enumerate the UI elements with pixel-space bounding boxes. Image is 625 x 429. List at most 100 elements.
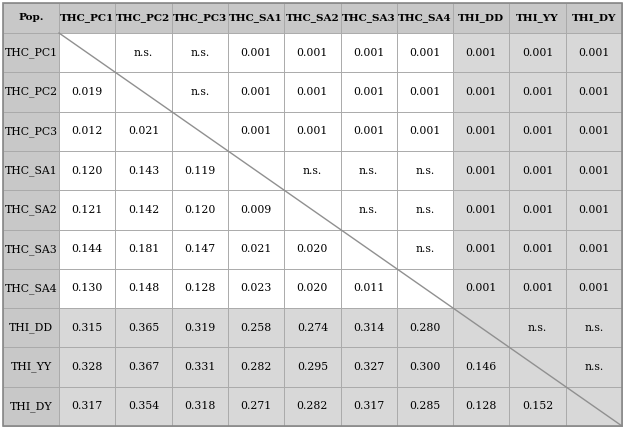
- Bar: [397, 230, 453, 269]
- Bar: [453, 269, 509, 308]
- Bar: [115, 112, 172, 151]
- Bar: [284, 308, 341, 347]
- Text: 0.001: 0.001: [466, 126, 497, 136]
- Text: 0.315: 0.315: [71, 323, 102, 333]
- Text: 0.282: 0.282: [241, 362, 272, 372]
- Text: n.s.: n.s.: [584, 362, 604, 372]
- Text: 0.001: 0.001: [353, 48, 384, 57]
- Text: THI_YY: THI_YY: [11, 362, 51, 372]
- Bar: [566, 230, 622, 269]
- Text: 0.020: 0.020: [297, 244, 328, 254]
- Bar: [59, 190, 115, 230]
- Text: 0.001: 0.001: [522, 284, 553, 293]
- Text: 0.274: 0.274: [297, 323, 328, 333]
- Text: 0.152: 0.152: [522, 402, 553, 411]
- Text: 0.319: 0.319: [184, 323, 216, 333]
- Text: 0.327: 0.327: [353, 362, 384, 372]
- Bar: [341, 3, 397, 33]
- Text: 0.001: 0.001: [578, 284, 609, 293]
- Bar: [59, 230, 115, 269]
- Text: 0.001: 0.001: [466, 284, 497, 293]
- Text: n.s.: n.s.: [416, 205, 434, 215]
- Text: 0.001: 0.001: [466, 244, 497, 254]
- Bar: [509, 3, 566, 33]
- Text: 0.128: 0.128: [466, 402, 497, 411]
- Bar: [172, 73, 228, 112]
- Text: n.s.: n.s.: [302, 166, 322, 175]
- Bar: [115, 387, 172, 426]
- Bar: [341, 33, 397, 73]
- Bar: [115, 347, 172, 387]
- Bar: [59, 151, 115, 190]
- Text: n.s.: n.s.: [416, 244, 434, 254]
- Bar: [172, 3, 228, 33]
- Text: 0.001: 0.001: [409, 126, 441, 136]
- Bar: [509, 151, 566, 190]
- Text: THC_PC2: THC_PC2: [116, 13, 171, 22]
- Bar: [172, 190, 228, 230]
- Bar: [3, 151, 59, 190]
- Text: n.s.: n.s.: [359, 205, 378, 215]
- Bar: [509, 190, 566, 230]
- Bar: [284, 73, 341, 112]
- Bar: [397, 308, 453, 347]
- Bar: [284, 3, 341, 33]
- Text: 0.367: 0.367: [128, 362, 159, 372]
- Bar: [341, 190, 397, 230]
- Text: THC_SA4: THC_SA4: [5, 283, 57, 294]
- Bar: [228, 3, 284, 33]
- Bar: [228, 33, 284, 73]
- Text: n.s.: n.s.: [416, 166, 434, 175]
- Text: 0.282: 0.282: [297, 402, 328, 411]
- Text: THI_YY: THI_YY: [516, 13, 559, 22]
- Bar: [228, 190, 284, 230]
- Bar: [115, 73, 172, 112]
- Bar: [3, 347, 59, 387]
- Text: 0.021: 0.021: [241, 244, 272, 254]
- Bar: [228, 269, 284, 308]
- Text: THC_SA4: THC_SA4: [398, 13, 452, 22]
- Text: 0.001: 0.001: [241, 87, 272, 97]
- Text: 0.285: 0.285: [409, 402, 441, 411]
- Text: 0.001: 0.001: [522, 244, 553, 254]
- Bar: [59, 269, 115, 308]
- Text: 0.328: 0.328: [71, 362, 103, 372]
- Bar: [566, 269, 622, 308]
- Text: THI_DY: THI_DY: [10, 401, 52, 412]
- Bar: [509, 347, 566, 387]
- Text: THC_SA1: THC_SA1: [4, 165, 57, 176]
- Text: THI_DD: THI_DD: [458, 13, 504, 22]
- Bar: [397, 190, 453, 230]
- Text: 0.142: 0.142: [128, 205, 159, 215]
- Text: 0.001: 0.001: [578, 48, 609, 57]
- Bar: [453, 3, 509, 33]
- Text: THC_PC2: THC_PC2: [4, 87, 57, 97]
- Bar: [284, 269, 341, 308]
- Bar: [284, 347, 341, 387]
- Bar: [3, 3, 59, 33]
- Text: 0.001: 0.001: [297, 126, 328, 136]
- Bar: [59, 3, 115, 33]
- Bar: [172, 269, 228, 308]
- Text: 0.001: 0.001: [522, 87, 553, 97]
- Bar: [509, 387, 566, 426]
- Bar: [284, 33, 341, 73]
- Bar: [59, 33, 115, 73]
- Bar: [284, 151, 341, 190]
- Text: 0.001: 0.001: [522, 126, 553, 136]
- Text: n.s.: n.s.: [190, 48, 209, 57]
- Bar: [228, 151, 284, 190]
- Bar: [397, 112, 453, 151]
- Bar: [115, 308, 172, 347]
- Text: 0.146: 0.146: [466, 362, 497, 372]
- Bar: [341, 387, 397, 426]
- Text: THI_DY: THI_DY: [572, 13, 616, 22]
- Text: 0.001: 0.001: [466, 87, 497, 97]
- Text: 0.001: 0.001: [466, 48, 497, 57]
- Text: 0.001: 0.001: [578, 166, 609, 175]
- Bar: [172, 387, 228, 426]
- Text: Pop.: Pop.: [18, 13, 44, 22]
- Text: THC_SA2: THC_SA2: [286, 13, 339, 22]
- Text: n.s.: n.s.: [134, 48, 153, 57]
- Bar: [566, 33, 622, 73]
